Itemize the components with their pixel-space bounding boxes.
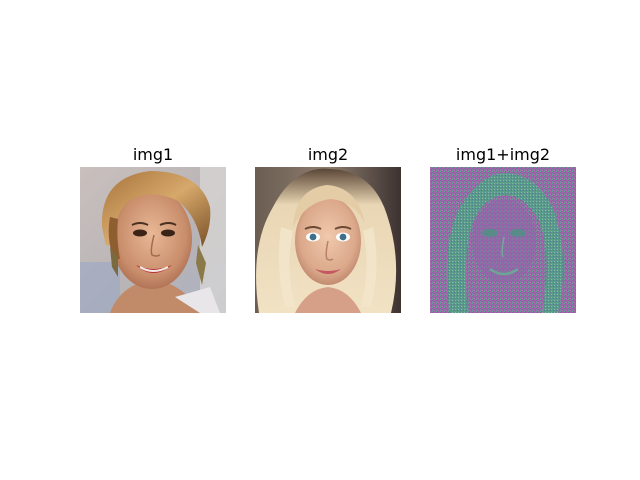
panel-title-img1: img1 bbox=[132, 145, 174, 164]
panel-title-img1-plus-img2: img1+img2 bbox=[455, 145, 551, 164]
panel-img2: img2 bbox=[255, 143, 401, 313]
panel-title-img2: img2 bbox=[307, 145, 349, 164]
photo-img1 bbox=[80, 167, 226, 313]
panel-img1: img1 bbox=[80, 143, 226, 313]
panel-img1-plus-img2: img1+img2 bbox=[430, 143, 576, 313]
photo-img1-plus-img2 bbox=[430, 167, 576, 313]
photo-img2 bbox=[255, 167, 401, 313]
